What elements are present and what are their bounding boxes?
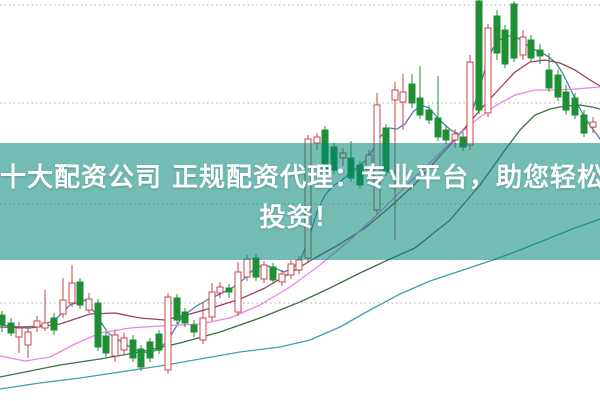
candle-down [571, 93, 579, 119]
candle-up [589, 117, 597, 133]
candle-down [493, 10, 501, 60]
candle-up [111, 330, 119, 362]
candle-down [475, 0, 483, 114]
candle-up [164, 293, 172, 374]
candle-up [68, 265, 76, 307]
candle-down [102, 332, 110, 357]
candle-up [208, 283, 216, 321]
candle-up [59, 278, 67, 318]
candle-down [269, 263, 277, 284]
candle-down [181, 308, 189, 327]
candle-up [15, 322, 23, 353]
candle-down [190, 320, 198, 337]
candle-down [580, 110, 588, 137]
candle-up [85, 293, 93, 313]
candle-down [146, 338, 154, 362]
candle-down [554, 70, 562, 101]
banner-title-line2: 投资！ [259, 203, 341, 233]
candle-down [50, 313, 58, 335]
candle-up [120, 333, 128, 354]
candle-up [41, 290, 49, 331]
candle-down [425, 105, 433, 124]
candle-down [155, 330, 163, 354]
candle-down [536, 44, 544, 64]
candle-up [234, 262, 242, 316]
candle-up [278, 270, 286, 286]
banner-title-line1: 十大配资公司 正规配资代理：专业平台，助您轻松 [0, 163, 600, 193]
candle-down [7, 318, 15, 336]
candle-down [94, 299, 102, 351]
candle-up [199, 302, 207, 344]
candle-down [173, 294, 181, 324]
candle-down [137, 345, 145, 371]
candle-down [408, 74, 416, 108]
candle-down [129, 335, 137, 362]
candle-down [76, 278, 84, 309]
candle-down [527, 35, 535, 62]
candle-up [466, 55, 474, 150]
promo-banner: 十大配资公司 正规配资代理：专业平台，助您轻松 投资！ [0, 143, 600, 260]
candle-down [225, 284, 233, 298]
candle-down [0, 311, 6, 332]
candle-up [24, 328, 32, 358]
candle-down [562, 85, 570, 115]
candle-down [434, 76, 442, 141]
candle-up [216, 282, 224, 298]
candle-down [545, 53, 553, 92]
candle-up [519, 30, 527, 60]
candle-down [442, 125, 450, 144]
candle-down [501, 25, 509, 68]
candle-up [484, 24, 492, 117]
candle-down [416, 66, 424, 119]
candle-up [260, 261, 268, 283]
candle-up [33, 316, 41, 332]
candle-up [287, 260, 295, 279]
candle-down [510, 1, 518, 62]
candle-up [399, 74, 407, 130]
